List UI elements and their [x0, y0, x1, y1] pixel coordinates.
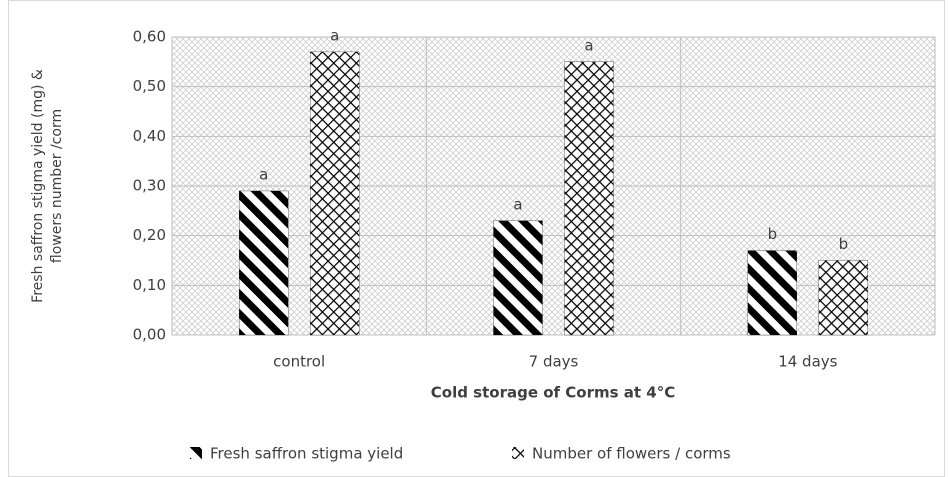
y-axis-title: Fresh saffron stigma yield (mg) & flower…: [30, 69, 65, 303]
legend-swatch: [190, 447, 202, 459]
y-axis-title-line: flowers number /corm: [49, 109, 65, 263]
bar: [747, 250, 797, 336]
x-axis-title: Cold storage of Corms at 4°C: [431, 384, 675, 402]
bar-letter: b: [839, 235, 849, 253]
x-tick-label: 7 days: [529, 353, 579, 371]
bar-letter: a: [259, 165, 268, 183]
y-tick-label: 0,20: [133, 226, 166, 244]
legend-label: Number of flowers / corms: [532, 445, 731, 463]
legend-swatch: [512, 447, 524, 459]
bar: [493, 220, 543, 336]
bar-letter: b: [768, 225, 778, 243]
y-tick-label: 0,50: [133, 77, 166, 95]
bar-letter: a: [513, 195, 522, 213]
bar-letter: a: [330, 26, 339, 44]
x-tick-label: 14 days: [778, 353, 837, 371]
y-tick-label: 0,10: [133, 276, 166, 294]
bar: [310, 51, 360, 336]
y-tick-label: 0,60: [133, 28, 166, 46]
bar: [564, 61, 614, 336]
y-tick-label: 0,30: [133, 177, 166, 195]
bar-letter: a: [584, 36, 593, 54]
bar: [818, 260, 868, 336]
y-tick-label: 0,00: [133, 326, 166, 344]
bar: [239, 190, 289, 336]
x-tick-label: control: [273, 353, 325, 371]
y-axis-title-line: Fresh saffron stigma yield (mg) &: [30, 69, 46, 303]
legend-label: Fresh saffron stigma yield: [210, 445, 403, 463]
y-tick-label: 0,40: [133, 127, 166, 145]
